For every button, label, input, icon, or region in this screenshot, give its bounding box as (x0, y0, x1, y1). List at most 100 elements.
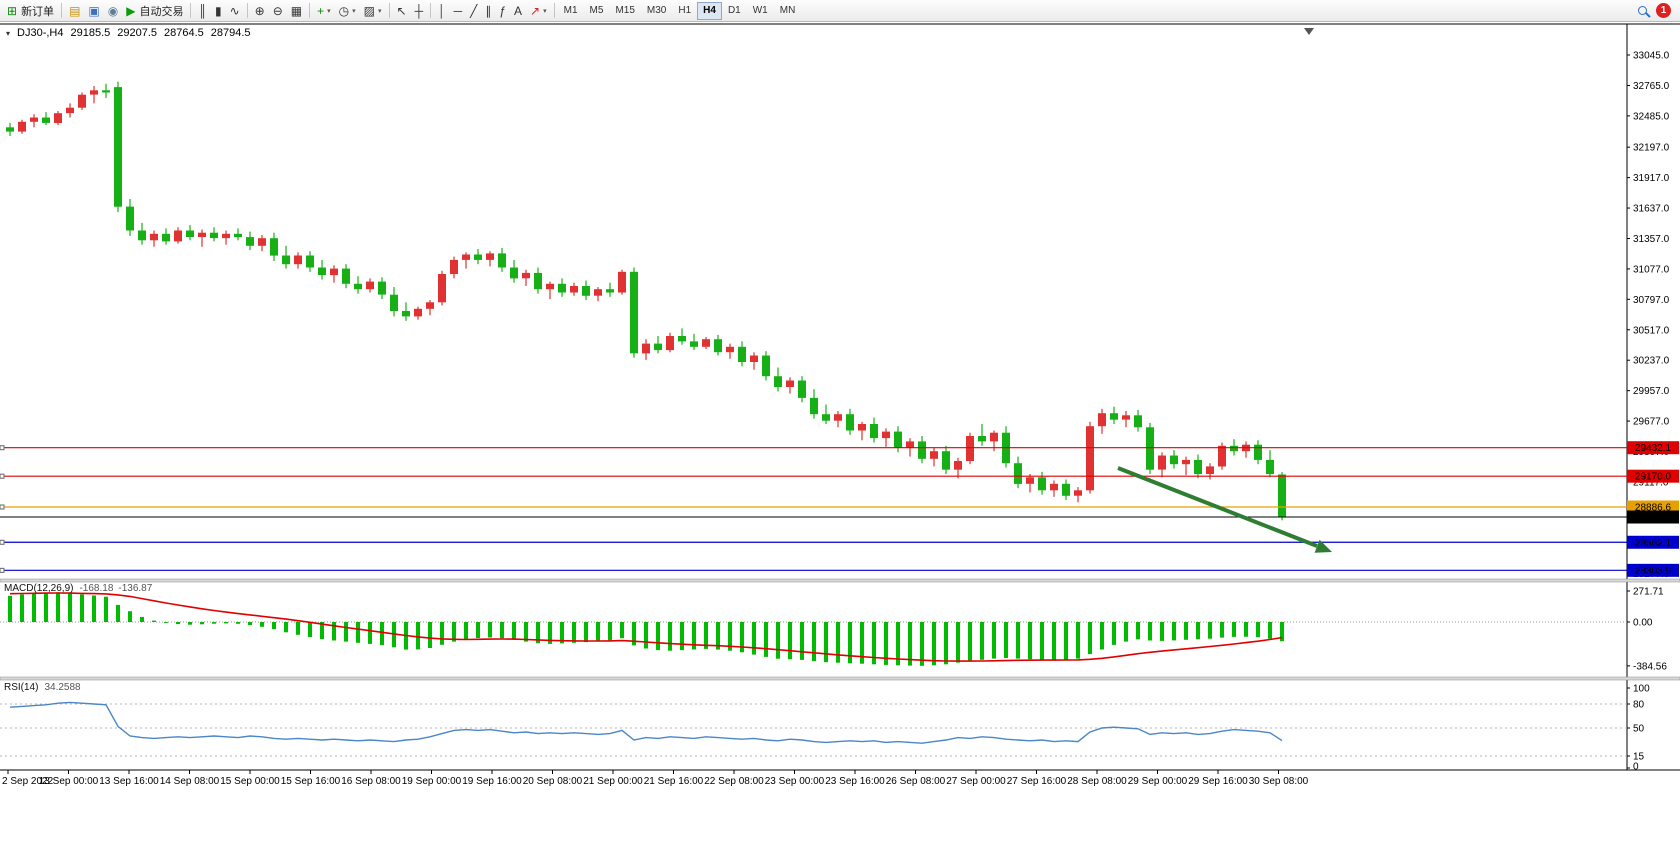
candle-body (702, 339, 710, 347)
periods-icon-glyph: ◷ (338, 3, 350, 18)
candle-body (78, 94, 86, 108)
panel-splitter-rsi[interactable] (0, 676, 1680, 681)
market-watch-icon-glyph: ◉ (107, 3, 119, 18)
candle-body (1038, 477, 1046, 491)
candle-body (462, 254, 470, 260)
price-axis-label: 30237.0 (1633, 356, 1670, 367)
timeframe-m1-button[interactable]: M1 (558, 2, 584, 20)
search-icon[interactable] (1634, 1, 1651, 21)
candle-body (1026, 477, 1034, 484)
time-axis-label: 15 Sep 16:00 (281, 776, 341, 787)
toolbar-separator (246, 3, 248, 18)
horizontal-line-icon[interactable]: ─ (450, 1, 467, 21)
trendline-icon[interactable]: ╱ (466, 1, 481, 21)
price-axis-label: 32485.0 (1633, 111, 1670, 122)
cursor-icon[interactable]: ↖ (393, 1, 411, 21)
candlestick-chart-icon[interactable]: ▮ (211, 1, 226, 21)
support-line-orange-handle[interactable] (0, 504, 5, 510)
equidistant-channel-icon[interactable]: ∥ (481, 1, 495, 21)
support-line-blue-2-handle[interactable] (0, 567, 5, 573)
rsi-scale-label: 15 (1633, 752, 1645, 763)
crosshair-icon[interactable]: ┼ (411, 1, 428, 21)
notification-badge[interactable]: 1 (1656, 3, 1671, 18)
main-chart-surface[interactable] (0, 24, 1627, 580)
timeframe-m30-button[interactable]: M30 (641, 2, 672, 20)
time-axis-label: 27 Sep 00:00 (946, 776, 1006, 787)
price-axis[interactable] (1628, 24, 1680, 770)
time-axis[interactable] (0, 771, 1680, 845)
macd-scale-label: -384.56 (1633, 661, 1667, 672)
candle-body (138, 230, 146, 241)
time-axis-label: 19 Sep 00:00 (402, 776, 462, 787)
candle-body (762, 355, 770, 377)
periods-icon[interactable]: ◷ ▾ (335, 1, 360, 21)
panel-splitter-macd[interactable] (0, 578, 1680, 583)
toolbar-separator (553, 3, 555, 18)
profiles-icon[interactable]: ▣ (84, 1, 103, 21)
tile-windows-icon[interactable]: ▦ (287, 1, 306, 21)
resistance-line-2-handle[interactable] (0, 473, 5, 479)
candle-body (66, 107, 74, 114)
one-click-trading-toggle[interactable]: ▾ (6, 28, 11, 38)
resistance-line-1-handle[interactable] (0, 445, 5, 451)
candle-body (654, 343, 662, 351)
market-watch-icon[interactable]: ◉ (104, 1, 122, 21)
candle-body (570, 286, 578, 293)
chart-shift-marker-icon[interactable] (1304, 28, 1314, 35)
macd-signal-value: -136.87 (118, 583, 153, 594)
zoom-out-icon[interactable]: ⊖ (269, 1, 287, 21)
candle-body (18, 121, 26, 132)
rsi-indicator-label: RSI(14) 34.2588 (4, 682, 81, 693)
vertical-line-icon[interactable]: │ (434, 1, 450, 21)
new-order-button[interactable]: ⊞ 新订单 (3, 1, 58, 21)
time-axis-label: 22 Sep 08:00 (704, 776, 764, 787)
candle-body (978, 436, 986, 442)
candle-body (918, 441, 926, 459)
fibonacci-icon-glyph: ƒ (499, 3, 507, 18)
timeframe-h1-button[interactable]: H1 (672, 2, 697, 20)
macd-main-value: -168.18 (79, 583, 114, 594)
support-line-blue-1-handle[interactable] (0, 539, 5, 545)
zoom-in-icon[interactable]: ⊕ (251, 1, 269, 21)
down-trend-arrow[interactable] (1117, 466, 1332, 553)
time-axis-label: 27 Sep 16:00 (1007, 776, 1067, 787)
chart-workspace: 33045.0 32765.0 32485.0 32197.0 31917.0 31637… (0, 22, 1680, 845)
auto-trading-button[interactable]: ▶ 自动交易 (122, 1, 187, 21)
text-icon[interactable]: A (510, 1, 526, 21)
timeframe-m5-button[interactable]: M5 (584, 2, 610, 20)
candle-body (546, 283, 554, 290)
dropdown-caret-icon: ▾ (543, 7, 547, 15)
bar-chart-icon[interactable]: ║ (194, 1, 211, 21)
rsi-scale-label: 80 (1633, 700, 1645, 711)
timeframe-d1-button[interactable]: D1 (722, 2, 747, 20)
candle-body (858, 424, 866, 431)
time-axis-label: 13 Sep 16:00 (99, 776, 159, 787)
timeframe-w1-button[interactable]: W1 (747, 2, 774, 20)
insert-icon-group: + ▾ ◷ ▾ ▨ ▾ (313, 1, 385, 21)
candle-body (438, 274, 446, 303)
arrows-icon[interactable]: ↗ ▾ (526, 1, 551, 21)
chart-canvas[interactable]: 33045.0 32765.0 32485.0 32197.0 31917.0 31637… (0, 22, 1680, 845)
timeframe-m15-button[interactable]: M15 (609, 2, 640, 20)
indicators-icon[interactable]: + ▾ (313, 1, 335, 21)
candle-body (426, 302, 434, 309)
candle-body (174, 230, 182, 242)
toolbar-separator (61, 3, 63, 18)
candle-body (354, 283, 362, 290)
rsi-panel-surface[interactable] (0, 680, 1627, 770)
timeframe-mn-button[interactable]: MN (774, 2, 802, 20)
support-line-blue-2-price-tag (1627, 563, 1679, 577)
candle-body (990, 432, 998, 442)
fibonacci-icon[interactable]: ƒ (495, 1, 510, 21)
candle-body (270, 238, 278, 256)
rsi-value: 34.2588 (44, 682, 81, 693)
charts-icon[interactable]: ▤ (65, 1, 84, 21)
candle-body (558, 283, 566, 293)
cursor-icon-group: ↖ ┼ (393, 1, 428, 21)
templates-icon[interactable]: ▨ ▾ (360, 1, 386, 21)
timeframe-h4-button[interactable]: H4 (697, 1, 722, 20)
candle-body (114, 87, 122, 207)
candle-body (630, 271, 638, 354)
candle-body (882, 431, 890, 439)
line-chart-icon[interactable]: ∿ (226, 1, 244, 21)
